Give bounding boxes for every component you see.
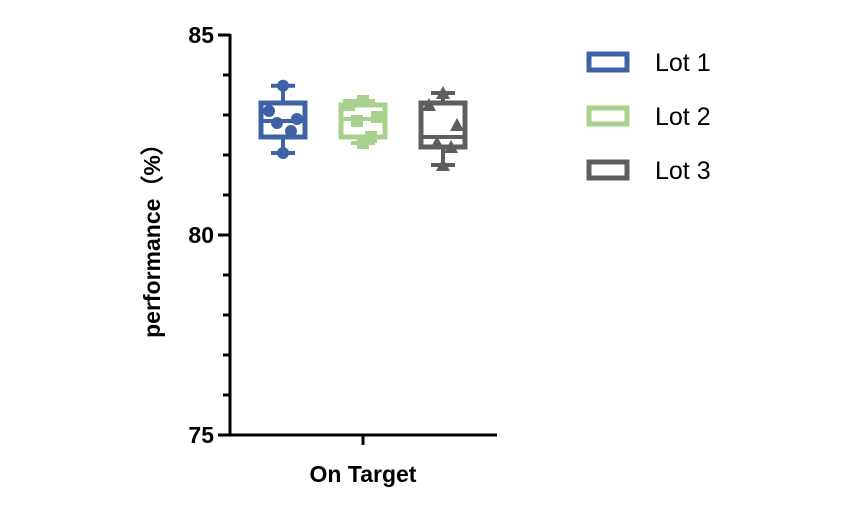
legend-swatch (586, 105, 630, 127)
data-point (285, 125, 297, 137)
data-point (263, 105, 275, 117)
y-tick-label: 85 (188, 22, 214, 48)
x-tick-label: On Target (310, 461, 417, 487)
legend-label: Lot 2 (655, 103, 711, 131)
data-point (450, 118, 464, 131)
legend-item: Lot 2 (586, 103, 711, 131)
data-point (436, 86, 450, 99)
legend-swatch (586, 51, 630, 73)
data-point (277, 147, 289, 159)
box-lot-3 (418, 86, 468, 171)
data-point (430, 136, 444, 149)
data-point (422, 98, 436, 111)
box-lot-1 (258, 79, 308, 159)
legend-label: Lot 3 (655, 157, 711, 185)
data-point (444, 140, 458, 153)
data-point (357, 137, 369, 149)
legend-item: Lot 1 (586, 49, 711, 77)
data-point (436, 158, 450, 171)
box (418, 100, 468, 150)
data-point (371, 111, 383, 123)
data-point (277, 79, 289, 92)
legend-label: Lot 1 (655, 49, 711, 77)
y-tick-label: 75 (188, 422, 214, 448)
data-point (351, 115, 363, 127)
data-point (343, 99, 355, 111)
data-point (357, 95, 369, 107)
y-axis-label: performance（%） (139, 132, 165, 338)
legend-item: Lot 3 (586, 157, 711, 185)
data-point (271, 117, 283, 129)
legend-swatch (586, 159, 630, 181)
y-tick-label: 80 (188, 222, 214, 248)
box-lot-2 (338, 95, 388, 149)
data-point (291, 113, 303, 125)
